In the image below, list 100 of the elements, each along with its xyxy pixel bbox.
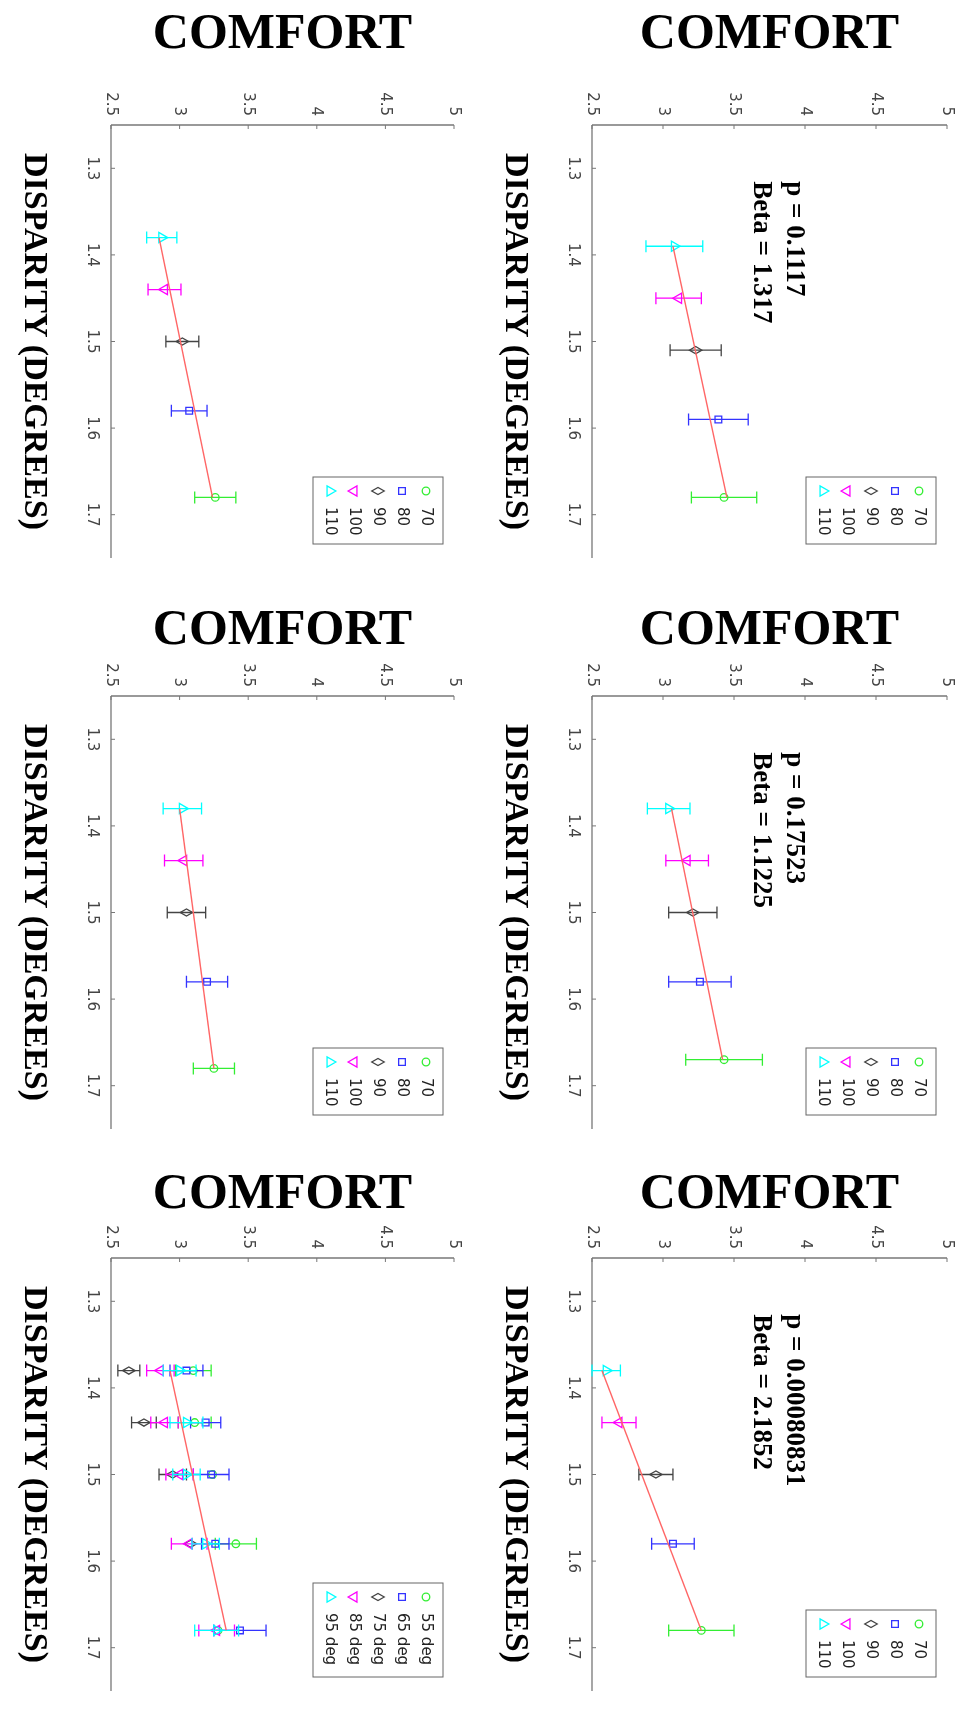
y-axis-title: DISPARITY (DEGREES)	[498, 1286, 537, 1663]
x-tick-label: 2.5	[583, 92, 602, 116]
annotation: Beta = 1.1225	[748, 752, 779, 908]
y-tick-label: 1.3	[564, 727, 583, 752]
point	[714, 415, 723, 424]
legend-label: 100	[838, 507, 857, 536]
legend-label: 80	[886, 1640, 905, 1660]
x-tick-label: 2.5	[583, 663, 602, 687]
legend-label: 70	[910, 1640, 929, 1660]
legend-label: 85 deg	[345, 1613, 364, 1666]
legend-label: 90	[862, 507, 881, 527]
point	[182, 1468, 193, 1481]
legend-label: 80	[393, 507, 412, 527]
y-tick-label: 1.4	[83, 813, 102, 838]
x-tick-label: 4.5	[376, 663, 395, 687]
point	[190, 1418, 200, 1427]
y-tick-label: 1.5	[83, 329, 102, 354]
legend-label: 110	[814, 1640, 833, 1669]
y-tick-label: 1.3	[564, 156, 583, 181]
x-tick-label: 3.5	[725, 92, 744, 116]
y-axis-title: DISPARITY (DEGREES)	[17, 724, 56, 1101]
x-tick-label: 4	[796, 1239, 815, 1249]
point	[178, 802, 189, 815]
y-axis-title: DISPARITY (DEGREES)	[498, 724, 537, 1101]
point	[202, 1538, 213, 1550]
y-tick-label: 1.7	[564, 502, 583, 527]
y-axis-title: DISPARITY (DEGREES)	[498, 153, 537, 530]
x-tick-label: 3	[171, 677, 190, 687]
annotation: Beta = 2.1852	[748, 1314, 779, 1470]
x-tick-label: 3.5	[239, 1225, 258, 1249]
y-tick-label: 1.4	[83, 1375, 102, 1400]
y-tick-label: 1.4	[564, 242, 583, 267]
x-tick-label: 3.5	[239, 663, 258, 687]
y-tick-label: 1.7	[83, 502, 102, 527]
y-tick-label: 1.5	[564, 1462, 583, 1487]
annotation: p = 0.00080831	[781, 1314, 812, 1487]
y-tick-label: 1.6	[564, 1549, 583, 1574]
y-tick-label: 1.7	[564, 1073, 583, 1098]
legend-label: 90	[862, 1640, 881, 1660]
y-axis-title: DISPARITY (DEGREES)	[17, 1286, 56, 1663]
x-tick-label: 5	[445, 677, 464, 687]
y-tick-label: 1.6	[564, 416, 583, 441]
legend-label: 80	[393, 1078, 412, 1098]
legend-label: 110	[814, 1078, 833, 1107]
chart-title: COMFORT	[639, 1163, 900, 1219]
y-tick-label: 1.4	[564, 813, 583, 838]
x-tick-label: 4	[308, 1239, 327, 1249]
annotation: p = 0.1117	[781, 181, 812, 297]
y-tick-label: 1.4	[83, 242, 102, 267]
x-tick-label: 3.5	[725, 1225, 744, 1249]
y-tick-label: 1.7	[564, 1635, 583, 1660]
x-tick-label: 2.5	[102, 92, 121, 116]
point	[182, 1366, 191, 1375]
x-tick-label: 4.5	[376, 92, 395, 116]
x-tick-label: 4.5	[867, 1225, 886, 1249]
x-tick-label: 4	[796, 106, 815, 116]
point	[173, 1468, 184, 1481]
x-tick-label: 3.5	[239, 92, 258, 116]
chart-title: COMFORT	[152, 3, 413, 59]
y-tick-label: 1.6	[564, 987, 583, 1012]
chart-title: COMFORT	[639, 599, 900, 655]
annotation: Beta = 1.317	[748, 181, 779, 324]
x-tick-label: 4.5	[376, 1225, 395, 1249]
x-tick-label: 3	[654, 106, 673, 116]
point	[602, 1364, 613, 1377]
x-tick-label: 3	[171, 1239, 190, 1249]
legend-label: 110	[321, 507, 340, 536]
legend-label: 70	[417, 507, 436, 527]
legend-label: 75 deg	[369, 1613, 388, 1666]
point	[668, 1539, 677, 1548]
y-tick-label: 1.5	[564, 329, 583, 354]
x-tick-label: 5	[938, 677, 957, 687]
chart-title: COMFORT	[152, 1163, 413, 1219]
point	[612, 1416, 623, 1429]
y-tick-label: 1.5	[564, 900, 583, 925]
legend-label: 100	[345, 507, 364, 536]
x-tick-label: 4.5	[867, 92, 886, 116]
point	[719, 492, 729, 502]
legend-label: 110	[321, 1078, 340, 1107]
legend-label: 55 deg	[417, 1613, 436, 1666]
legend-label: 70	[910, 1078, 929, 1098]
y-axis-title: DISPARITY (DEGREES)	[17, 153, 56, 530]
y-tick-label: 1.5	[83, 900, 102, 925]
y-tick-label: 1.6	[83, 416, 102, 441]
legend-label: 70	[910, 507, 929, 527]
x-tick-label: 3	[171, 106, 190, 116]
point	[188, 1366, 198, 1376]
legend-label: 95 deg	[321, 1613, 340, 1666]
point	[235, 1626, 244, 1635]
legend-label: 100	[345, 1078, 364, 1107]
legend-label: 100	[838, 1078, 857, 1107]
chart-title: COMFORT	[639, 3, 900, 59]
y-tick-label: 1.3	[83, 727, 102, 752]
x-tick-label: 4.5	[867, 663, 886, 687]
x-tick-label: 5	[445, 1239, 464, 1249]
y-tick-label: 1.6	[83, 987, 102, 1012]
legend-label: 80	[886, 507, 905, 527]
y-tick-label: 1.3	[83, 1289, 102, 1314]
legend-label: 90	[369, 1078, 388, 1098]
x-tick-label: 3	[654, 677, 673, 687]
